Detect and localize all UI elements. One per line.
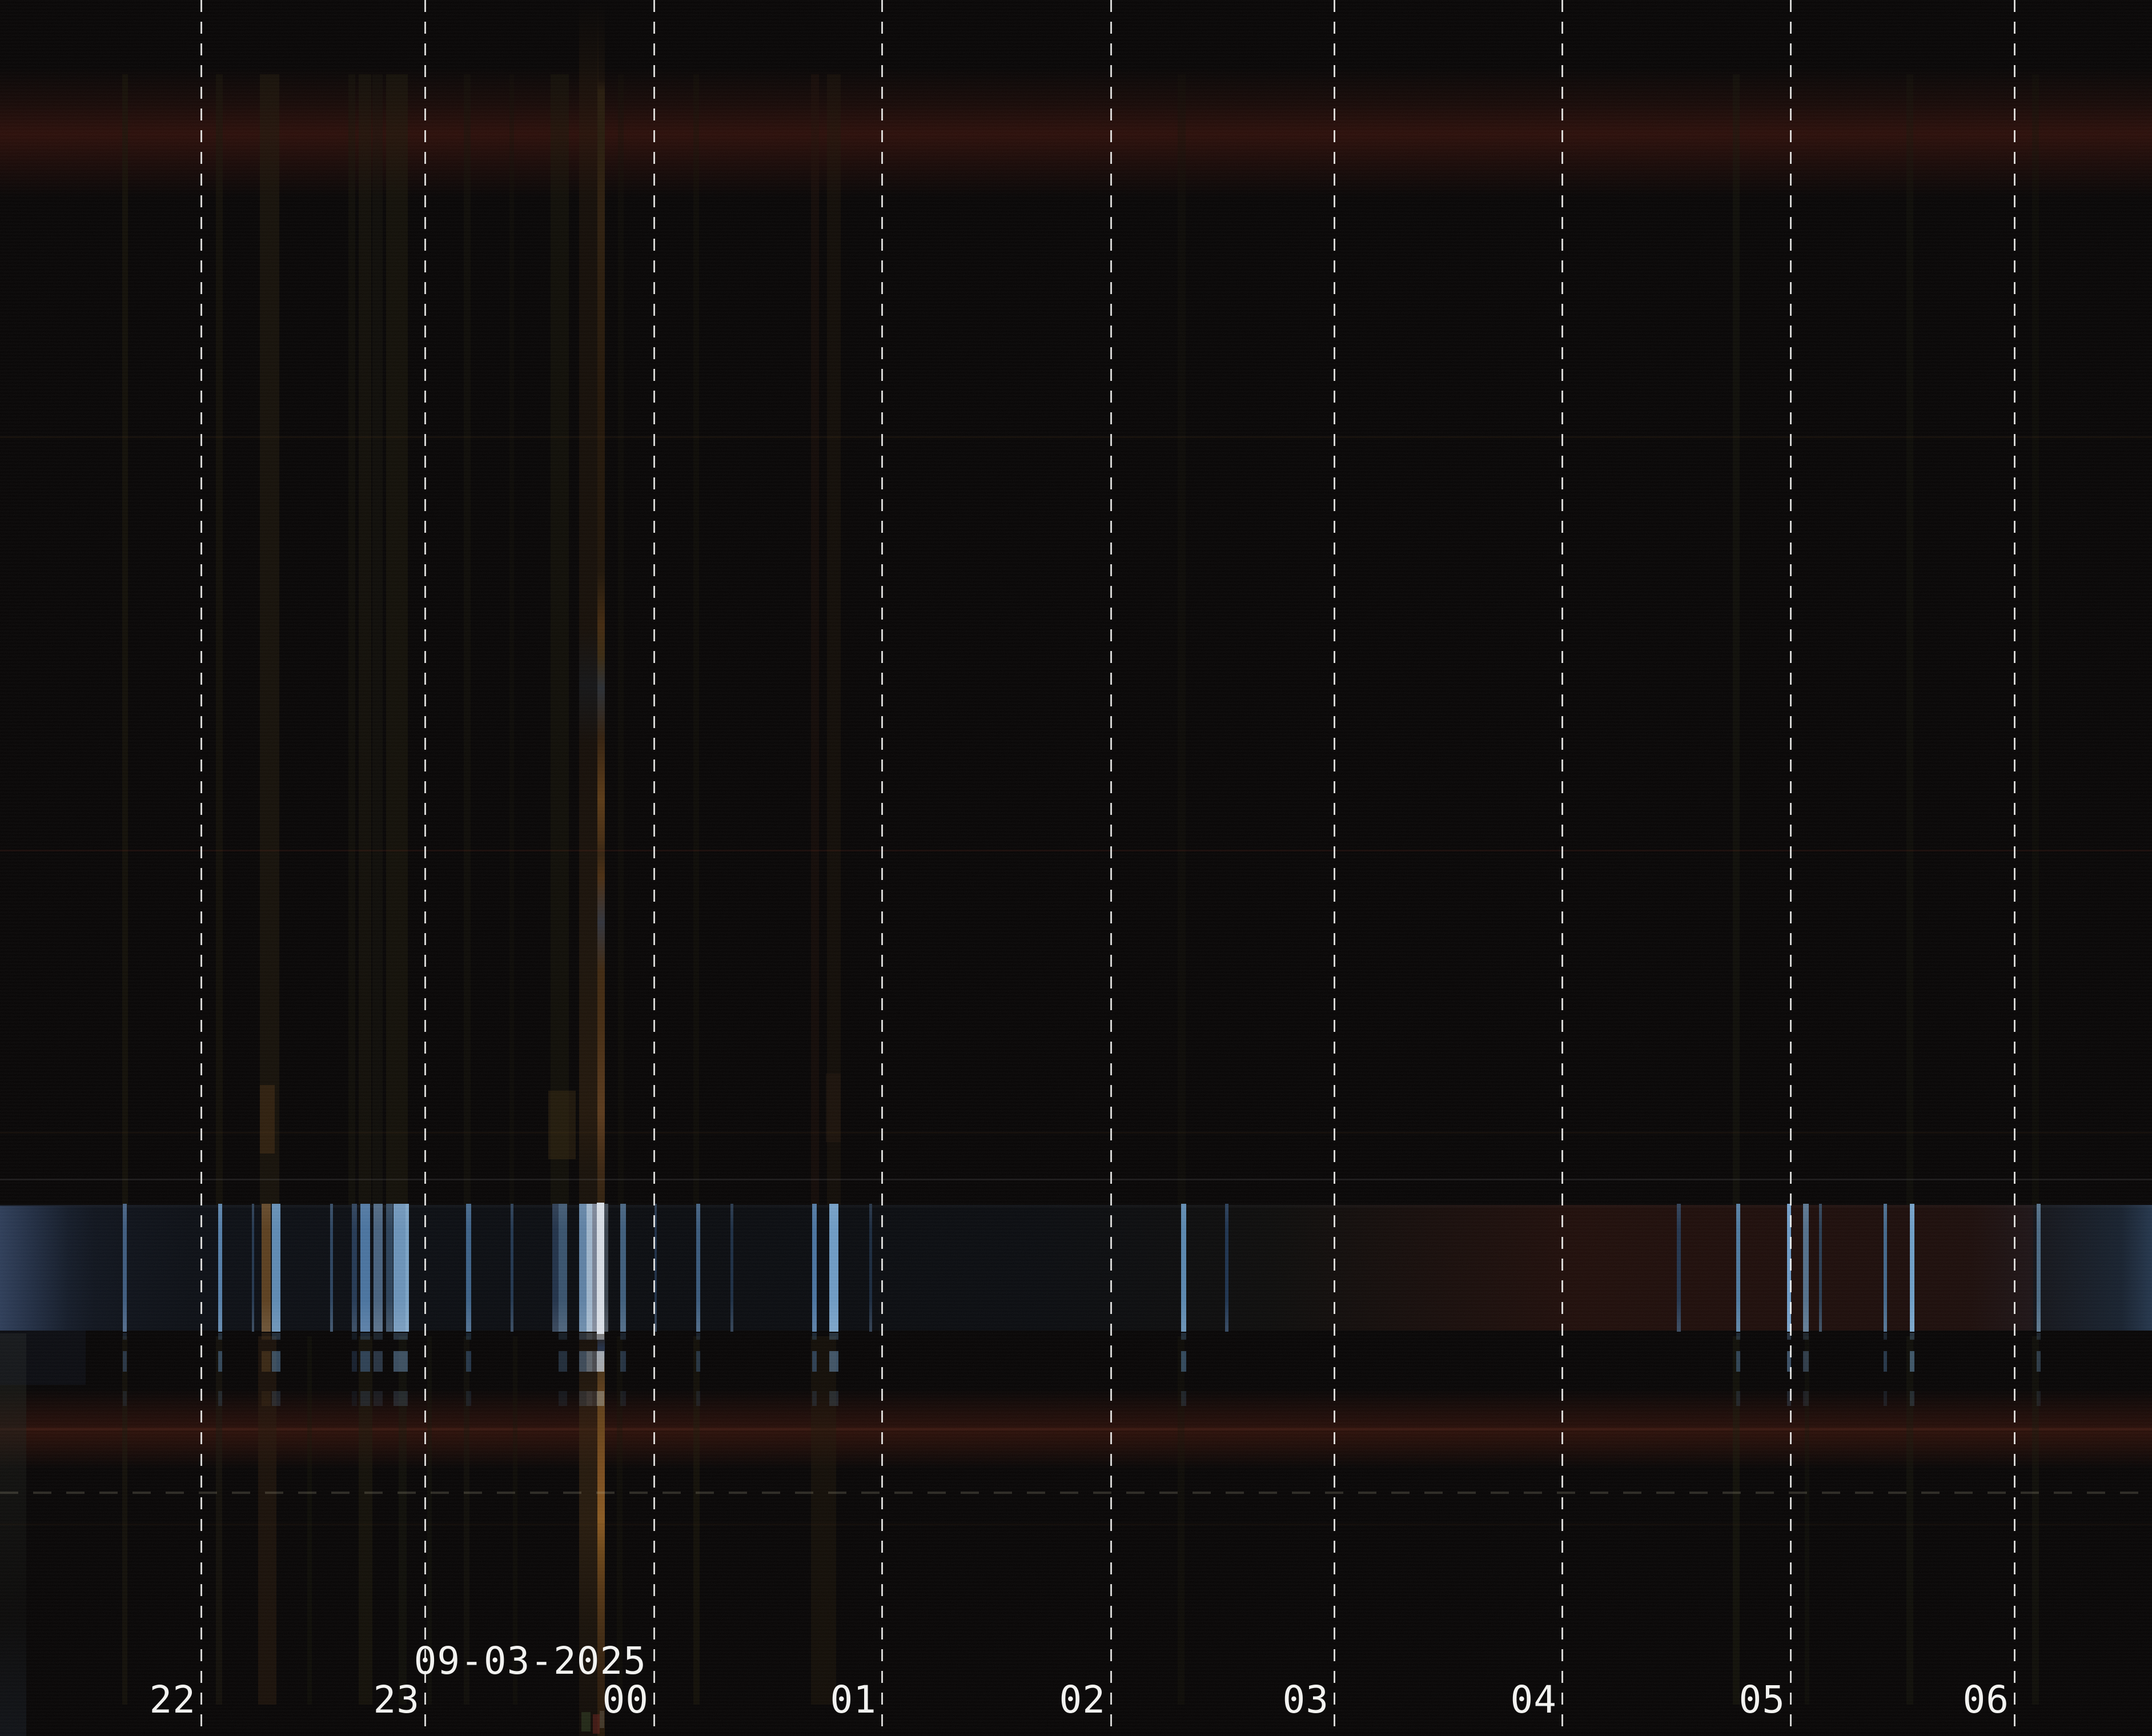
x-tick-label-23: 23	[373, 1678, 420, 1722]
gridline-02	[1110, 0, 1112, 1736]
x-tick-label-02: 02	[1059, 1678, 1106, 1722]
gridline-22	[200, 0, 202, 1736]
gridline-04	[1561, 0, 1563, 1736]
gridline-06	[2014, 0, 2016, 1736]
gridline-01	[881, 0, 883, 1736]
gridline-23	[424, 0, 426, 1736]
gridline-00	[653, 0, 655, 1736]
x-tick-label-05: 05	[1739, 1678, 1785, 1722]
gridline-05	[1790, 0, 1792, 1736]
x-tick-label-00: 00	[602, 1678, 649, 1722]
x-tick-label-06: 06	[1962, 1678, 2009, 1722]
x-tick-label-03: 03	[1282, 1678, 1329, 1722]
date-label: 09-03-2025	[413, 1639, 647, 1683]
gridline-03	[1334, 0, 1335, 1736]
x-tick-label-04: 04	[1510, 1678, 1557, 1722]
x-tick-label-22: 22	[149, 1678, 196, 1722]
x-tick-label-01: 01	[830, 1678, 877, 1722]
